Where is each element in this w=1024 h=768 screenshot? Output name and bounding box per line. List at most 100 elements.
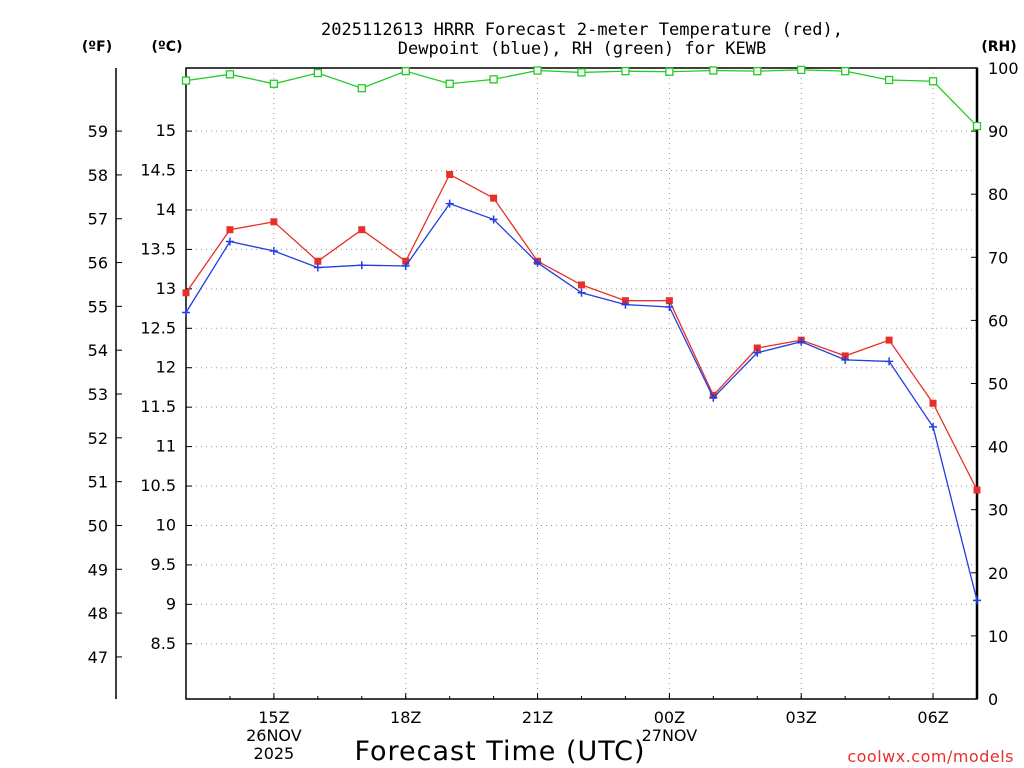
rh-tick-label: 80 xyxy=(988,185,1008,204)
dewpoint-point xyxy=(313,263,322,272)
rh-point xyxy=(533,66,542,75)
grid-lines xyxy=(186,68,977,699)
rh-point xyxy=(709,66,718,75)
c-tick-label: 10 xyxy=(156,515,176,534)
f-tick-label: 51 xyxy=(88,473,108,492)
dewpoint-point xyxy=(973,596,981,605)
x-tick-label: 27NOV xyxy=(642,726,698,745)
dewpoint-point xyxy=(709,393,718,402)
rh-point xyxy=(577,68,586,77)
x-tick-label: 18Z xyxy=(390,708,421,727)
f-tick-label: 47 xyxy=(88,648,108,667)
temperature-point xyxy=(446,170,454,178)
unit-label-rh: (RH) xyxy=(981,39,1016,55)
dewpoint-point xyxy=(621,300,630,309)
c-tick-label: 9 xyxy=(166,594,176,613)
rh-point xyxy=(181,76,191,85)
rh-point xyxy=(445,79,454,88)
temperature-point xyxy=(270,218,278,226)
x-tick-label: 06Z xyxy=(917,708,948,727)
c-tick-label: 14 xyxy=(156,200,176,219)
dewpoint-point xyxy=(577,288,586,297)
dewpoint-point xyxy=(445,199,454,208)
f-tick-label: 55 xyxy=(88,297,108,316)
dewpoint-point xyxy=(401,261,410,270)
x-axis-label: Forecast Time (UTC) xyxy=(354,736,645,767)
rh-tick-label: 0 xyxy=(988,690,998,709)
f-tick-label: 56 xyxy=(88,254,108,273)
rh-point xyxy=(489,75,498,84)
rh-point xyxy=(753,67,762,76)
c-tick-label: 8.5 xyxy=(151,634,176,653)
dewpoint-point xyxy=(489,215,498,224)
f-tick-label: 52 xyxy=(88,429,108,448)
rh-tick-label: 20 xyxy=(988,564,1008,583)
c-tick-label: 14.5 xyxy=(140,161,176,180)
chart-title-line2: Dewpoint (blue), RH (green) for KEWB xyxy=(398,39,766,59)
c-tick-label: 13.5 xyxy=(140,239,176,258)
x-tick-label: 2025 xyxy=(254,744,295,763)
dewpoint-point xyxy=(885,357,894,366)
c-tick-label: 9.5 xyxy=(151,555,176,574)
rh-line xyxy=(185,69,978,127)
rh-point xyxy=(841,67,850,76)
rh-point xyxy=(928,77,938,86)
unit-label-celsius: (ºC) xyxy=(152,39,183,55)
rh-point xyxy=(665,67,674,76)
rh-tick-label: 40 xyxy=(988,438,1008,457)
x-tick-label: 03Z xyxy=(786,708,817,727)
rh-tick-label: 100 xyxy=(988,59,1019,78)
rh-point xyxy=(621,67,630,76)
temperature-line xyxy=(185,173,978,491)
temperature-point xyxy=(358,226,366,234)
f-tick-label: 48 xyxy=(88,604,108,623)
f-tick-label: 49 xyxy=(88,560,108,579)
dewpoint-point xyxy=(533,258,542,267)
temperature-point xyxy=(973,486,981,494)
dewpoint-point xyxy=(269,246,278,255)
rh-tick-label: 60 xyxy=(988,311,1008,330)
credit-text: coolwx.com/models xyxy=(847,747,1014,766)
temperature-point xyxy=(182,289,190,297)
dewpoint-point xyxy=(357,261,366,270)
tick-labels: 8.5 9 9.5 10 10.5 11 11.5 12 12.5 13 13.5 14 14.5 15 1… xyxy=(88,59,1019,763)
rh-point xyxy=(401,67,410,76)
f-tick-label: 57 xyxy=(88,210,108,229)
chart-title-line1: 2025112613 HRRR Forecast 2-meter Tempera… xyxy=(321,20,843,40)
rh-point xyxy=(313,68,322,78)
c-tick-label: 12 xyxy=(156,358,176,377)
c-tick-label: 15 xyxy=(156,121,176,140)
x-tick-label: 21Z xyxy=(522,708,553,727)
rh-tick-label: 30 xyxy=(988,501,1008,520)
f-tick-label: 58 xyxy=(88,166,108,185)
axes xyxy=(115,67,979,700)
x-tick-label: 00Z xyxy=(654,708,685,727)
temperature-point xyxy=(753,344,761,352)
rh-tick-label: 10 xyxy=(988,627,1008,646)
c-tick-label: 11 xyxy=(156,437,176,456)
rh-tick-label: 90 xyxy=(988,122,1008,141)
dewpoint-point xyxy=(841,355,850,364)
f-tick-label: 50 xyxy=(88,516,108,535)
rh-tick-label: 50 xyxy=(988,375,1008,394)
x-tick-label: 15Z xyxy=(258,708,289,727)
rh-tick-label: 70 xyxy=(988,248,1008,267)
f-tick-label: 53 xyxy=(88,385,108,404)
data-series xyxy=(181,65,982,605)
c-tick-label: 12.5 xyxy=(140,318,176,337)
f-tick-label: 54 xyxy=(88,341,108,360)
c-tick-label: 10.5 xyxy=(140,476,176,495)
temperature-point xyxy=(665,297,673,305)
temperature-point xyxy=(490,194,498,202)
temperature-point xyxy=(226,226,234,234)
dewpoint-point xyxy=(797,337,806,346)
dewpoint-point xyxy=(665,302,674,311)
rh-point xyxy=(797,65,806,75)
temperature-point xyxy=(929,399,937,407)
dewpoint-point xyxy=(182,308,190,317)
dewpoint-line xyxy=(185,202,978,601)
rh-point xyxy=(225,70,235,79)
x-tick-label: 26NOV xyxy=(246,726,302,745)
rh-point xyxy=(884,75,894,85)
